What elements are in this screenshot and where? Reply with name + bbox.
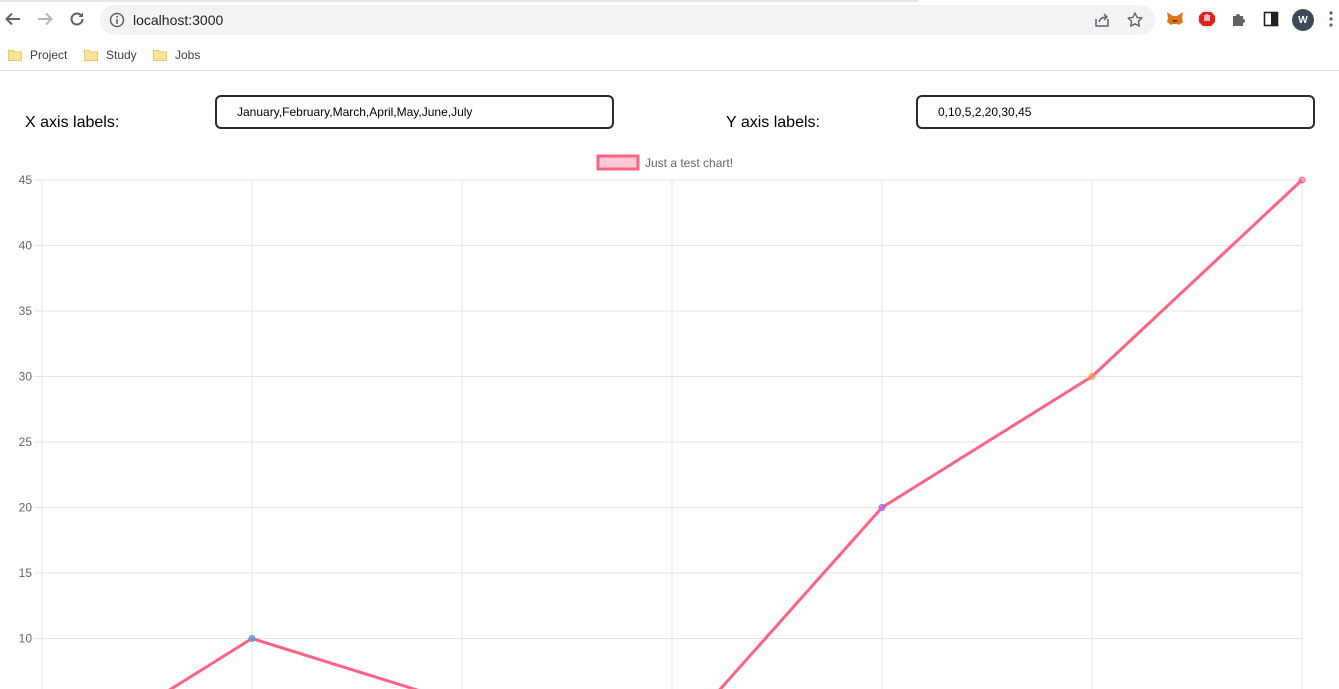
folder-icon <box>153 50 167 61</box>
legend-label: Just a test chart! <box>645 156 733 170</box>
back-button[interactable] <box>2 8 24 30</box>
y-tick-label: 35 <box>19 304 33 318</box>
side-panel-icon[interactable] <box>1261 9 1281 29</box>
forward-arrow-icon <box>38 12 53 26</box>
bookmarks-bar: Project Study Jobs <box>0 40 1339 71</box>
y-axis-input[interactable] <box>916 95 1315 129</box>
data-point[interactable] <box>1298 176 1306 184</box>
extensions-puzzle-icon[interactable] <box>1229 9 1249 29</box>
legend-swatch[interactable] <box>596 154 640 171</box>
y-tick-label: 10 <box>19 632 33 646</box>
site-info-icon[interactable] <box>109 12 125 28</box>
share-icon[interactable] <box>1094 12 1110 28</box>
bookmark-label: Jobs <box>175 48 201 62</box>
back-arrow-icon <box>5 12 20 26</box>
tab-strip-edge <box>0 0 918 2</box>
metamask-extension-icon[interactable] <box>1165 9 1185 29</box>
profile-avatar[interactable]: W <box>1292 9 1314 31</box>
y-tick-label: 30 <box>19 370 33 384</box>
avatar-letter: W <box>1298 14 1308 26</box>
x-axis-label: X axis labels: <box>25 114 120 131</box>
y-tick-label: 40 <box>19 239 33 253</box>
reload-button[interactable] <box>66 8 88 30</box>
bookmark-jobs[interactable]: Jobs <box>153 44 200 66</box>
bookmark-label: Study <box>106 48 137 62</box>
y-tick-label: 20 <box>19 501 33 515</box>
address-bar[interactable]: localhost:3000 <box>100 5 1155 35</box>
bookmark-star-icon[interactable] <box>1126 11 1144 29</box>
y-axis-label: Y axis labels: <box>726 114 820 131</box>
folder-icon <box>8 50 22 61</box>
forward-button[interactable] <box>34 8 56 30</box>
y-tick-label: 25 <box>19 435 33 449</box>
more-menu-icon[interactable] <box>1328 11 1334 27</box>
reload-icon <box>70 12 84 26</box>
y-tick-label: 15 <box>19 566 33 580</box>
bookmark-project[interactable]: Project <box>8 44 67 66</box>
x-axis-input[interactable] <box>215 95 614 129</box>
chart-legend[interactable]: Just a test chart! <box>596 154 733 171</box>
url-text[interactable]: localhost:3000 <box>133 12 224 28</box>
y-tick-label: 45 <box>19 173 33 187</box>
data-point[interactable] <box>248 635 256 642</box>
folder-icon <box>84 50 98 61</box>
bookmark-study[interactable]: Study <box>84 44 137 66</box>
browser-toolbar: localhost:3000 W <box>0 0 1339 40</box>
data-point[interactable] <box>878 504 886 511</box>
bookmark-label: Project <box>30 48 68 62</box>
line-chart: Just a test chart! 10 15 20 25 30 35 40 45 <box>19 154 1306 689</box>
adblock-extension-icon[interactable] <box>1197 9 1217 29</box>
data-point[interactable] <box>1088 373 1096 380</box>
